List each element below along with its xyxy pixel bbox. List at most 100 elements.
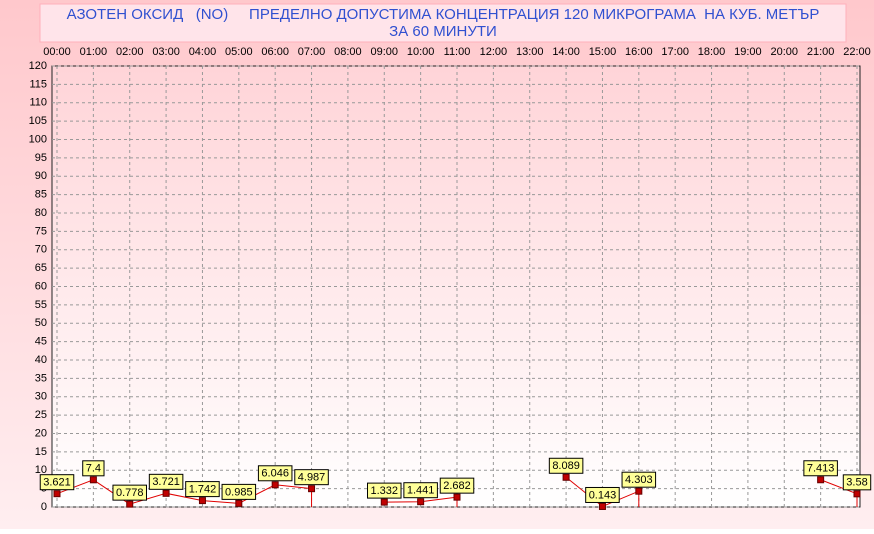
data-label-box bbox=[585, 486, 620, 503]
chart-title: АЗОТЕН ОКСИД (NO) ПРЕДЕЛНО ДОПУСТИМА КОН… bbox=[67, 6, 820, 23]
x-tick-label: 03:00 bbox=[152, 46, 180, 58]
data-label: 3.721 bbox=[152, 476, 180, 488]
x-tick-label: 20:00 bbox=[771, 46, 799, 58]
y-tick-label: 15 bbox=[35, 446, 47, 458]
marker bbox=[635, 487, 643, 495]
chart-subtitle: ЗА 60 МИНУТИ bbox=[389, 23, 497, 40]
data-label: 1.441 bbox=[407, 485, 435, 497]
x-tick-label: 17:00 bbox=[661, 46, 689, 58]
data-label-box bbox=[403, 482, 438, 499]
marker bbox=[271, 481, 279, 489]
y-tick-label: 20 bbox=[35, 427, 47, 439]
data-label: 3.58 bbox=[846, 477, 867, 489]
y-tick-label: 105 bbox=[29, 115, 47, 127]
y-tick-label: 90 bbox=[35, 170, 47, 182]
marker bbox=[308, 485, 316, 493]
data-label: 2.682 bbox=[443, 480, 471, 492]
marker bbox=[235, 499, 243, 507]
data-label-box bbox=[39, 474, 75, 491]
x-tick-label: 01:00 bbox=[80, 46, 108, 58]
data-label-box bbox=[112, 484, 147, 501]
y-tick-label: 55 bbox=[35, 299, 47, 311]
x-tick-label: 16:00 bbox=[625, 46, 653, 58]
y-tick-label: 10 bbox=[35, 464, 47, 476]
x-tick-label: 04:00 bbox=[189, 46, 217, 58]
x-tick-label: 12:00 bbox=[480, 46, 508, 58]
y-tick-label: 85 bbox=[35, 189, 47, 201]
x-tick-label: 13:00 bbox=[516, 46, 544, 58]
data-label: 7.413 bbox=[807, 463, 835, 475]
x-tick-label: 05:00 bbox=[225, 46, 253, 58]
x-tick-label: 07:00 bbox=[298, 46, 326, 58]
y-tick-label: 70 bbox=[35, 244, 47, 256]
data-label-box bbox=[82, 460, 105, 477]
data-label: 0.985 bbox=[225, 486, 253, 498]
marker bbox=[417, 498, 425, 506]
marker bbox=[380, 498, 388, 506]
data-label: 4.303 bbox=[625, 474, 653, 486]
data-label-box bbox=[439, 477, 475, 494]
y-tick-label: 60 bbox=[35, 280, 47, 292]
data-label: 0.778 bbox=[116, 487, 144, 499]
data-label-box bbox=[294, 469, 329, 486]
y-tick-label: 40 bbox=[35, 354, 47, 366]
data-label: 1.742 bbox=[189, 484, 217, 496]
y-tick-label: 65 bbox=[35, 262, 47, 274]
y-tick-label: 80 bbox=[35, 207, 47, 219]
data-label-box bbox=[367, 482, 402, 499]
data-label: 4.987 bbox=[298, 472, 326, 484]
x-tick-label: 15:00 bbox=[589, 46, 617, 58]
data-label-box bbox=[548, 457, 584, 474]
data-label: 6.046 bbox=[261, 468, 289, 480]
marker bbox=[126, 500, 134, 508]
data-label: 0.143 bbox=[589, 489, 617, 501]
x-tick-label: 10:00 bbox=[407, 46, 435, 58]
marker bbox=[598, 502, 606, 510]
y-tick-label: 50 bbox=[35, 317, 47, 329]
data-label-box bbox=[185, 481, 220, 498]
data-label-box bbox=[221, 483, 257, 500]
y-tick-label: 115 bbox=[29, 78, 47, 90]
marker bbox=[853, 490, 861, 498]
line bbox=[820, 479, 858, 495]
marker bbox=[198, 497, 206, 505]
marker bbox=[453, 493, 461, 501]
y-tick-label: 95 bbox=[35, 152, 47, 164]
y-tick-label: 0 bbox=[41, 501, 47, 513]
y-tick-label: 120 bbox=[29, 60, 47, 72]
y-tick-label: 110 bbox=[29, 97, 47, 109]
marker bbox=[817, 476, 825, 484]
x-tick-label: 21:00 bbox=[807, 46, 835, 58]
line bbox=[56, 479, 312, 505]
y-tick-label: 75 bbox=[35, 225, 47, 237]
data-label: 3.621 bbox=[43, 477, 71, 489]
y-tick-label: 25 bbox=[35, 409, 47, 421]
marker bbox=[562, 473, 570, 481]
x-tick-label: 11:00 bbox=[444, 46, 471, 58]
data-label-box bbox=[621, 471, 657, 488]
y-tick-label: 45 bbox=[35, 336, 47, 348]
data-label: 8.089 bbox=[552, 460, 580, 472]
y-tick-label: 30 bbox=[35, 391, 47, 403]
x-tick-label: 06:00 bbox=[261, 46, 289, 58]
y-tick-label: 100 bbox=[29, 133, 47, 145]
data-label-box bbox=[803, 460, 838, 477]
data-label: 7.4 bbox=[86, 463, 101, 475]
data-label-box bbox=[257, 465, 293, 482]
x-tick-label: 08:00 bbox=[334, 46, 362, 58]
x-tick-label: 02:00 bbox=[116, 46, 144, 58]
x-tick-label: 09:00 bbox=[371, 46, 399, 58]
data-label-box bbox=[842, 474, 872, 491]
x-tick-label: 00:00 bbox=[43, 46, 71, 58]
x-tick-label: 18:00 bbox=[698, 46, 726, 58]
x-tick-label: 22:00 bbox=[843, 46, 871, 58]
title-box bbox=[39, 3, 847, 43]
x-tick-label: 19:00 bbox=[734, 46, 762, 58]
data-label-box bbox=[148, 473, 184, 490]
x-tick-label: 14:00 bbox=[552, 46, 580, 58]
marker bbox=[89, 476, 97, 484]
y-tick-label: 35 bbox=[35, 372, 47, 384]
marker bbox=[53, 490, 61, 498]
data-label: 1.332 bbox=[371, 485, 399, 497]
